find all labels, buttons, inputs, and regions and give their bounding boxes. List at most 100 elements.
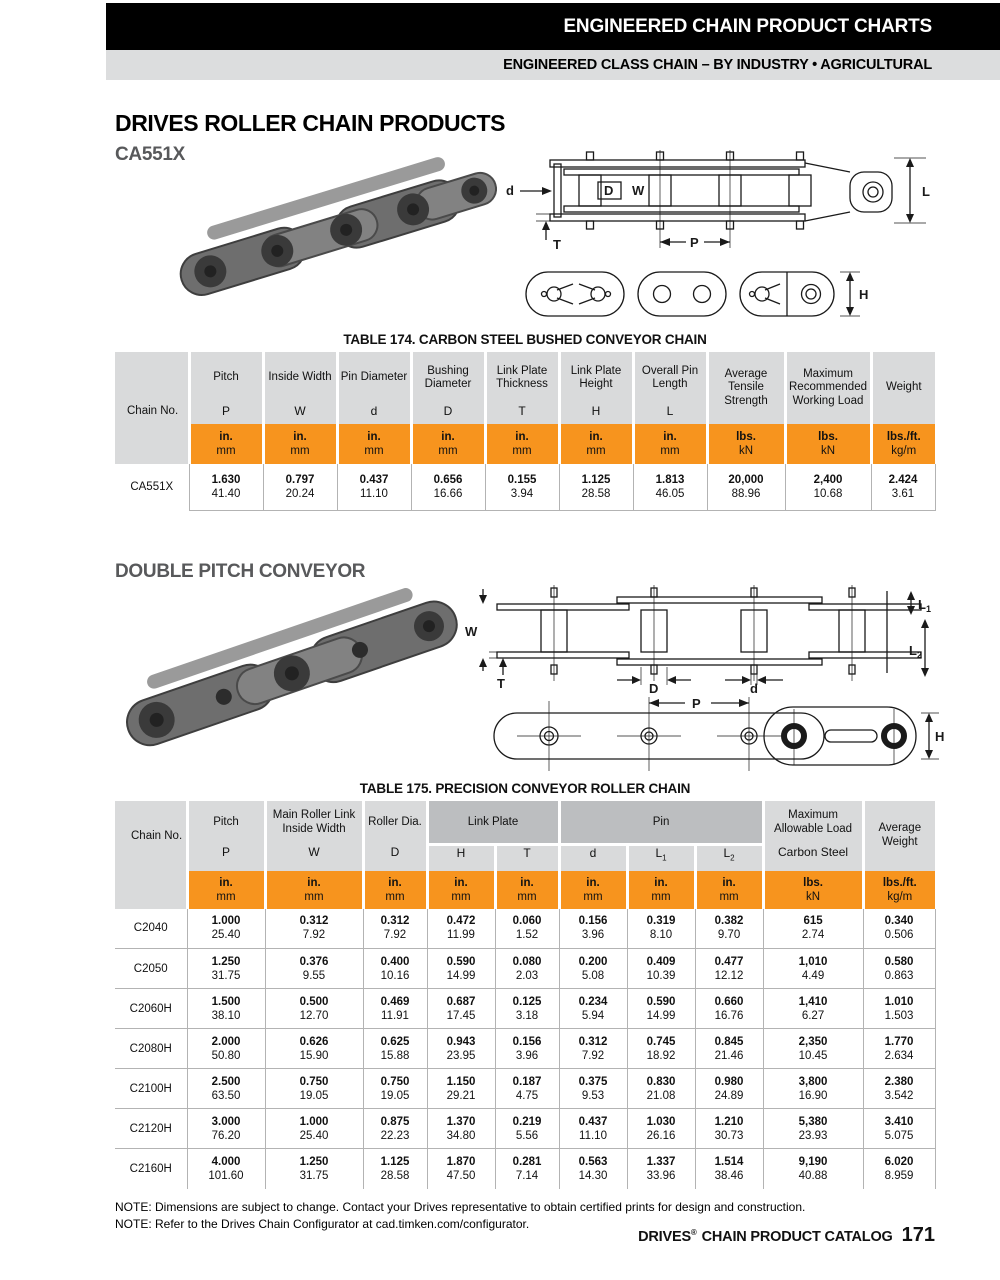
chain-no-cell: C2060H [115, 988, 187, 1029]
column-symbol: d [557, 844, 628, 871]
table-row: C2160H 4.000 101.60 1.250 31.75 1.125 28.58 1.8… [115, 1148, 936, 1189]
chain-no-cell: C2080H [115, 1028, 187, 1069]
dimension-diagram-ca551x: d D W T P [506, 150, 930, 317]
unit-cell: in. mm [261, 424, 337, 464]
figure-row-2: W T D [115, 583, 944, 773]
value-cell: 1.000 25.40 [264, 1108, 363, 1149]
table-header-row: Chain No. Pitch Main Roller Link Inside Wi… [115, 800, 936, 871]
table-175: Chain No. Pitch Main Roller Link Inside Wi… [115, 800, 936, 1189]
page-footer: DRIVES® CHAIN PRODUCT CATALOG 171 [638, 1224, 935, 1247]
value-cell: 0.234 5.94 [558, 988, 628, 1029]
page-title: DRIVES ROLLER CHAIN PRODUCTS [115, 110, 506, 136]
column-symbol: H [425, 844, 495, 871]
subheader-title: ENGINEERED CLASS CHAIN – BY INDUSTRY • A… [503, 57, 932, 73]
value-cell: 1.250 31.75 [186, 948, 265, 989]
value-cell: 0.400 10.16 [362, 948, 427, 989]
unit-cell: lbs. kN [783, 424, 871, 464]
value-cell: 9,190 40.88 [762, 1148, 864, 1189]
value-cell: 0.080 2.03 [494, 948, 560, 989]
unit-cell: lbs. kN [705, 424, 785, 464]
value-cell: 1.813 46.05 [632, 464, 707, 511]
value-cell: 0.590 14.99 [426, 948, 495, 989]
unit-cell: in. mm [493, 870, 560, 909]
value-cell: 0.656 16.66 [410, 464, 485, 511]
value-cell: 3.000 76.20 [186, 1108, 265, 1149]
value-cell: 1.210 30.73 [694, 1108, 764, 1149]
value-cell: 0.375 9.53 [558, 1068, 628, 1109]
column-header: Average Tensile Strength [705, 352, 785, 424]
table-174: Chain No. Pitch Inside Width Pin Diameter Bu… [115, 352, 936, 511]
unit-cell: in. mm [425, 870, 495, 909]
column-header: Maximum Allowable Load [761, 800, 864, 845]
double-pitch-heading: DOUBLE PITCH CONVEYOR [115, 560, 366, 582]
value-cell: 1,010 4.49 [762, 948, 864, 989]
dim-label-D: D [649, 681, 658, 696]
table-row: CA551X 1.630 41.40 0.797 20.24 0.437 11.10 0.65… [115, 464, 936, 511]
chain-no-cell: CA551X [130, 481, 174, 493]
model-heading: CA551X [115, 144, 186, 165]
value-cell: 5,380 23.93 [762, 1108, 864, 1149]
chain-no-cell: C2120H [115, 1108, 187, 1149]
dim-label-T: T [497, 676, 505, 691]
dimension-diagram-double-pitch: W T D [465, 584, 944, 771]
value-cell: 0.745 18.92 [626, 1028, 696, 1069]
value-cell: 1.870 47.50 [426, 1148, 495, 1189]
unit-cell: lbs./ft. kg/m [869, 424, 935, 464]
value-cell: 0.312 7.92 [558, 1028, 628, 1069]
table-175-title: TABLE 175. PRECISION CONVEYOR ROLLER CHA… [359, 780, 691, 796]
column-header: Link Plate Height [557, 352, 633, 404]
value-cell: 0.319 8.10 [626, 908, 696, 949]
dim-label-L2: L2 [909, 643, 922, 660]
units-spacer [115, 424, 189, 464]
value-cell: 0.943 23.95 [426, 1028, 495, 1069]
value-cell: 2,350 10.45 [762, 1028, 864, 1069]
page-content: DRIVES ROLLER CHAIN PRODUCTS CA551X [115, 110, 944, 1233]
chain-no-cell: C2040 [133, 922, 168, 935]
value-cell: 1.514 38.46 [694, 1148, 764, 1189]
value-cell: 1.630 41.40 [188, 464, 263, 511]
value-cell: 1.150 29.21 [426, 1068, 495, 1109]
column-symbol: P [185, 844, 265, 871]
column-symbol: T [493, 844, 560, 871]
value-cell: 0.060 1.52 [494, 908, 560, 949]
column-header: Overall Pin Length [631, 352, 707, 404]
value-cell: 6.020 8.959 [862, 1148, 936, 1189]
dim-label-P: P [692, 696, 701, 711]
table-units-row: in. mm in. mm in. mm in. mm in. mm in. mm in. mm lbs. k… [115, 424, 935, 464]
chain-no-cell: C2100H [115, 1068, 187, 1109]
unit-cell: in. mm [263, 870, 363, 909]
dim-label-H: H [935, 729, 944, 744]
header-bar: ENGINEERED CHAIN PRODUCT CHARTS [106, 3, 1000, 50]
column-header: Pitch [187, 352, 263, 404]
value-cell: 1.250 31.75 [264, 1148, 363, 1189]
column-symbol: L2 [693, 844, 764, 871]
column-header: Maximum Recommended Working Load [783, 352, 871, 424]
unit-cell: in. mm [185, 870, 265, 909]
unit-cell: in. mm [361, 870, 427, 909]
note-line: NOTE: Dimensions are subject to change. … [115, 1199, 806, 1214]
value-cell: 1.125 28.58 [362, 1148, 427, 1189]
unit-cell: in. mm [409, 424, 485, 464]
table-row: C2050 1.250 31.75 0.376 9.55 0.400 10.16 0.590 1… [115, 948, 936, 989]
unit-cell: in. mm [631, 424, 707, 464]
value-cell: 0.437 11.10 [336, 464, 411, 511]
footer-brand: DRIVES® [638, 1228, 697, 1245]
unit-cell: lbs. kN [761, 870, 864, 909]
dim-label-L: L [922, 184, 930, 199]
value-cell: 1.030 26.16 [626, 1108, 696, 1149]
value-cell: 1.010 1.503 [862, 988, 936, 1029]
value-cell: 0.875 22.23 [362, 1108, 427, 1149]
column-header: Roller Dia. [361, 800, 427, 845]
chain-no-cell: C2160H [115, 1148, 187, 1189]
value-cell: 0.797 20.24 [262, 464, 337, 511]
chain-photo [126, 587, 458, 746]
column-header: Average Weight [861, 800, 936, 871]
value-cell: 0.281 7.14 [494, 1148, 560, 1189]
column-symbol: P [187, 404, 263, 424]
value-cell: 20,000 88.96 [706, 464, 785, 511]
subheader-bar: ENGINEERED CLASS CHAIN – BY INDUSTRY • A… [106, 50, 1000, 80]
value-cell: 0.687 17.45 [426, 988, 495, 1029]
unit-cell: in. mm [693, 870, 764, 909]
